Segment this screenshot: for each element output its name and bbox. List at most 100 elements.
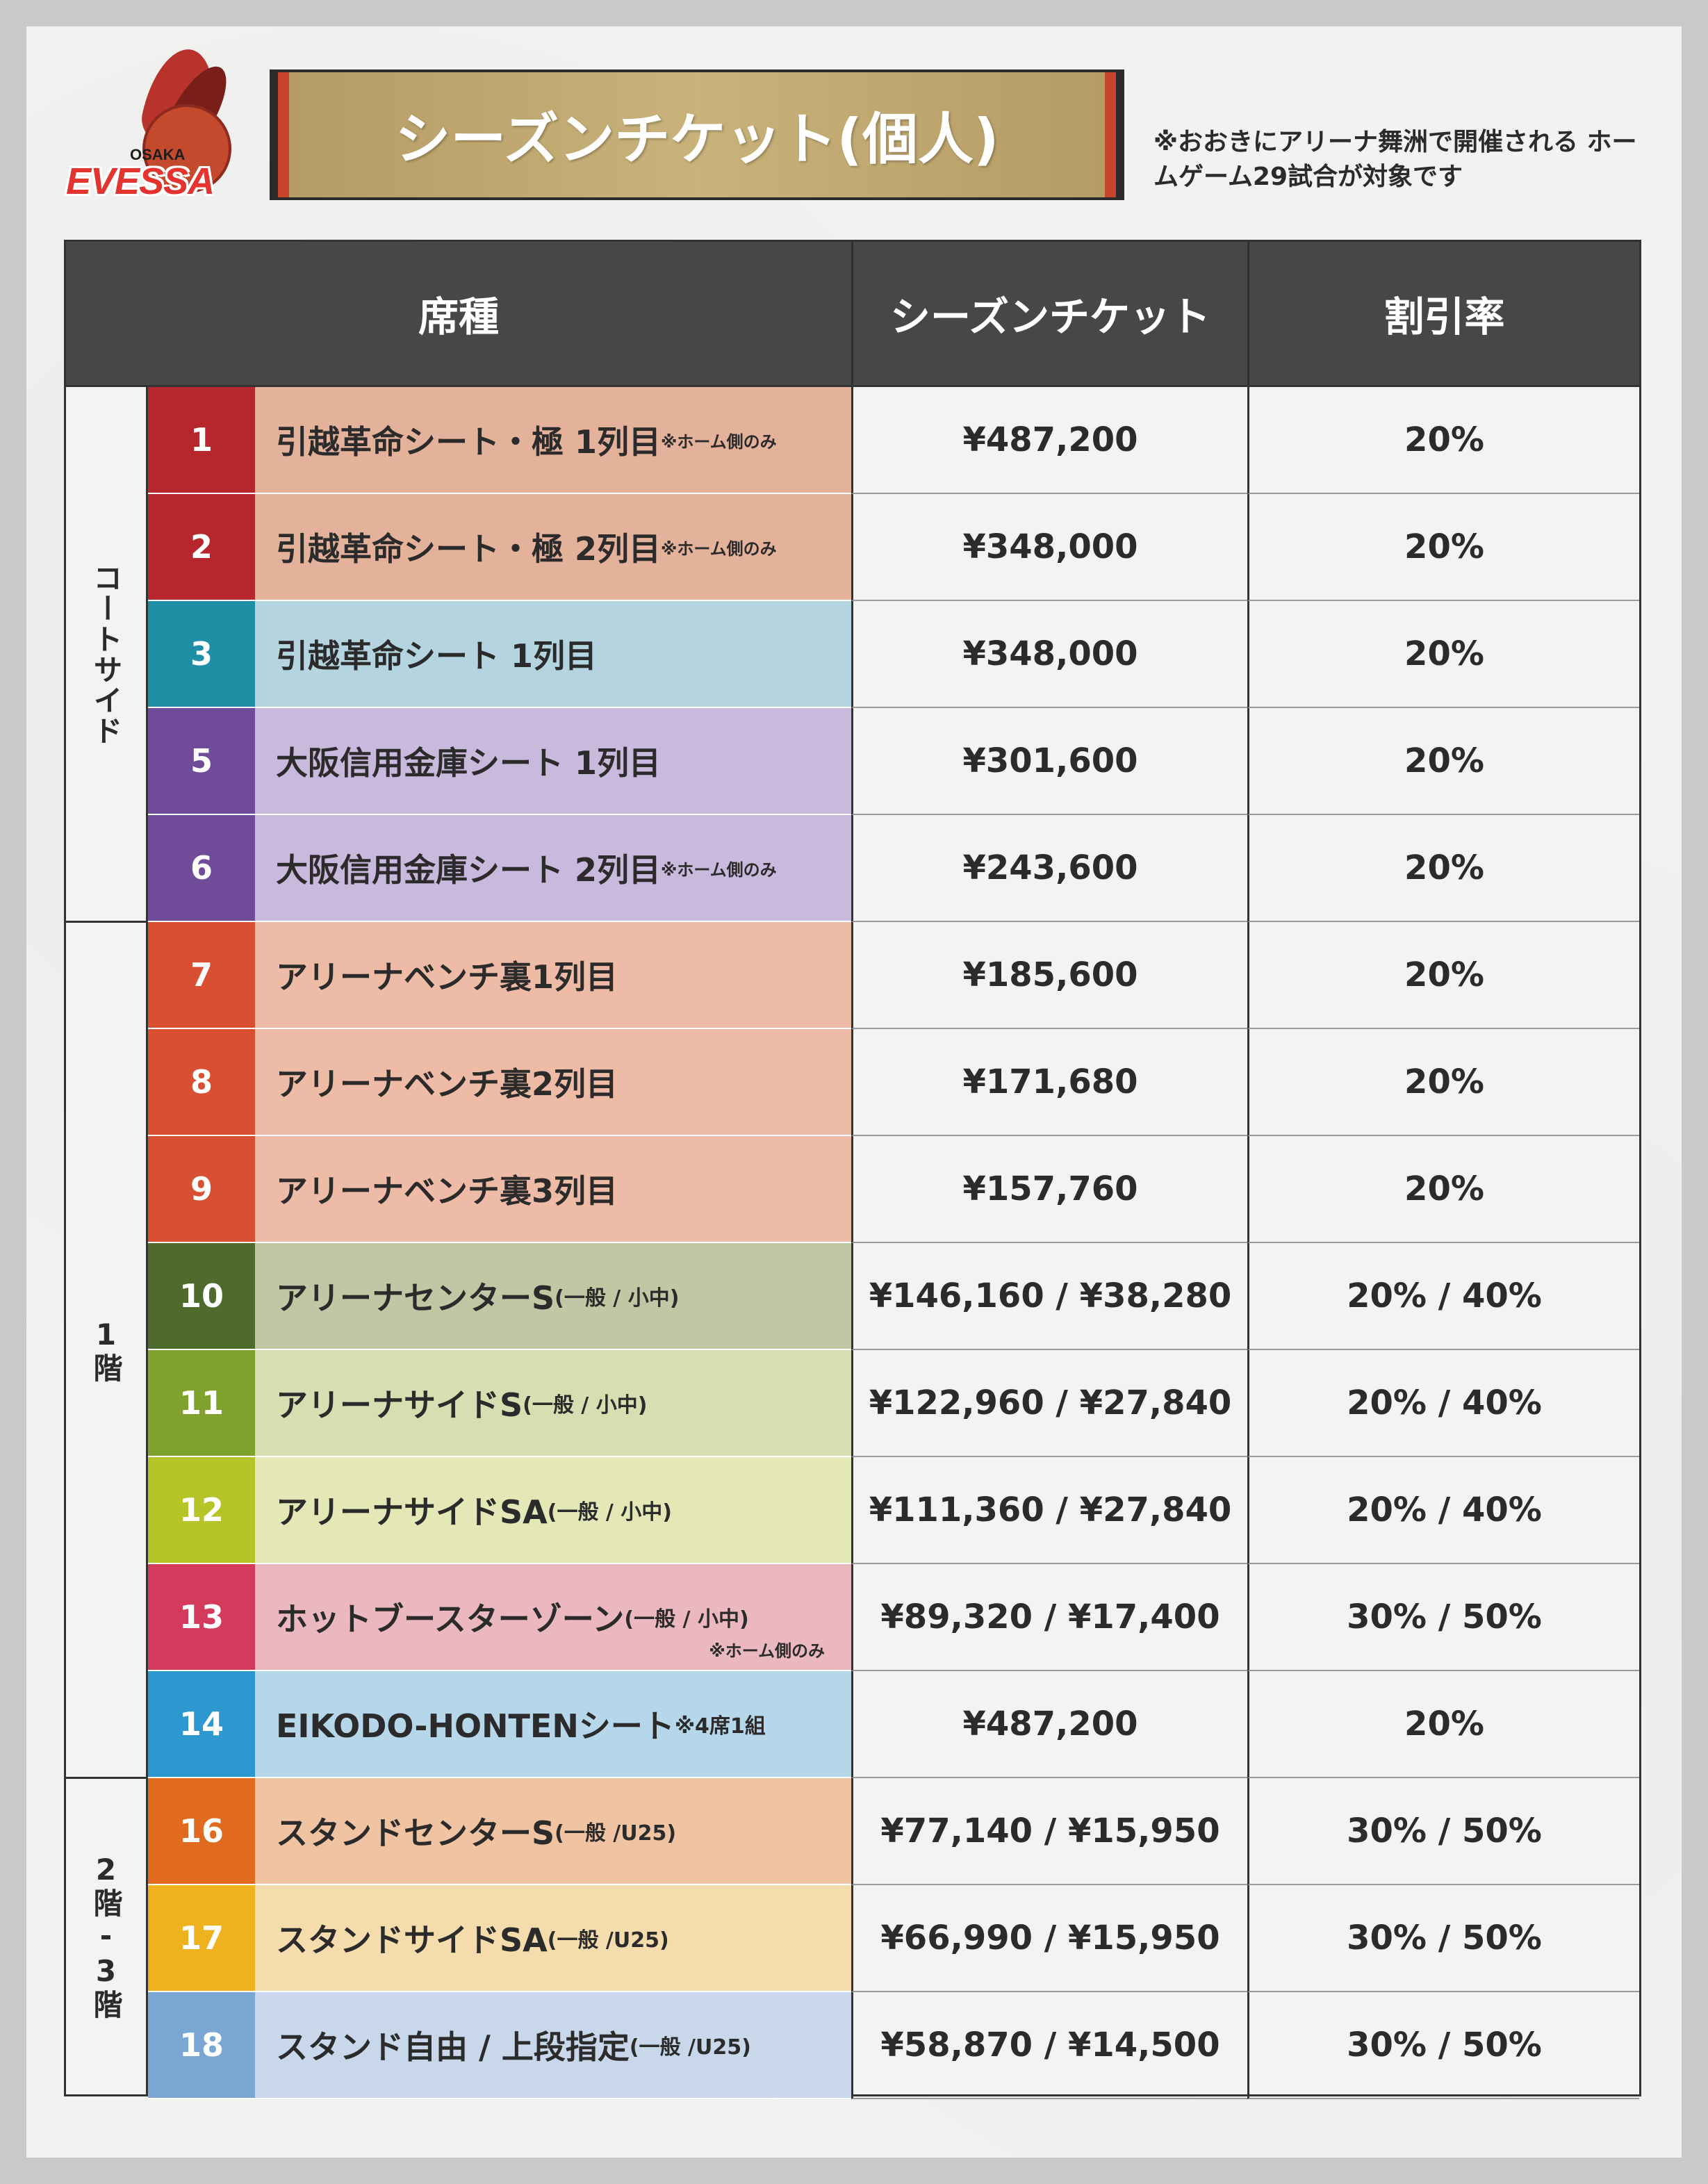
seat-number: 3 [148, 601, 255, 708]
season-price: ¥157,760 [851, 1136, 1247, 1243]
season-price: ¥66,990 / ¥15,950 [851, 1885, 1247, 1992]
discount-rate: 30% / 50% [1247, 1885, 1639, 1992]
seat-suffix: ※4席1組 [674, 1714, 766, 1739]
season-price: ¥171,680 [851, 1029, 1247, 1136]
discount-rate: 20% / 40% [1247, 1350, 1639, 1457]
seat-note: ※ホーム側のみ [709, 1641, 825, 1661]
discount-rate: 20% [1247, 387, 1639, 494]
seat-name: アリーナサイドSA (一般 / 小中) [255, 1457, 851, 1564]
table-row: 3 引越革命シート 1列目 ¥348,000 20% [66, 601, 1639, 708]
table-row: 10 アリーナセンターS (一般 / 小中) ¥146,160 / ¥38,280 20… [66, 1243, 1639, 1350]
season-price: ¥185,600 [851, 922, 1247, 1029]
season-price: ¥487,200 [851, 1671, 1247, 1778]
table-row: 11 アリーナサイドS (一般 / 小中) ¥122,960 / ¥27,840 20%… [66, 1350, 1639, 1457]
seat-suffix: (一般 / 小中) [624, 1607, 749, 1632]
logo-word: EVESSA [66, 161, 215, 202]
seat-number: 13 [148, 1564, 255, 1671]
discount-rate: 30% / 50% [1247, 1992, 1639, 2099]
table-row: 18 スタンド自由 / 上段指定 (一般 /U25) ¥58,870 / ¥14,50… [66, 1992, 1639, 2099]
logo-sub: OSAKA [130, 146, 186, 163]
seat-name: アリーナベンチ裏1列目 [255, 922, 851, 1029]
seat-suffix: ※ホーム側のみ [661, 539, 777, 559]
table-row: 17 スタンドサイドSA (一般 /U25) ¥66,990 / ¥15,950 30%… [66, 1885, 1639, 1992]
seat-name: EIKODO-HONTENシート ※4席1組 [255, 1671, 851, 1778]
table-row: 12 アリーナサイドSA (一般 / 小中) ¥111,360 / ¥27,840 20… [66, 1457, 1639, 1564]
seat-number: 5 [148, 708, 255, 815]
evessa-logo: OSAKA EVESSA [66, 42, 239, 208]
table-row: 14 EIKODO-HONTENシート ※4席1組 ¥487,200 20% [66, 1671, 1639, 1778]
seat-name: アリーナベンチ裏2列目 [255, 1029, 851, 1136]
discount-rate: 20% / 40% [1247, 1457, 1639, 1564]
season-price: ¥77,140 / ¥15,950 [851, 1778, 1247, 1885]
seat-name: 引越革命シート・極 2列目 ※ホーム側のみ [255, 494, 851, 601]
seat-suffix: ※ホーム側のみ [661, 432, 777, 452]
seat-number: 10 [148, 1243, 255, 1350]
seat-number: 8 [148, 1029, 255, 1136]
discount-rate: 20% / 40% [1247, 1243, 1639, 1350]
basketball-icon [142, 104, 231, 193]
seat-name: アリーナサイドS (一般 / 小中) [255, 1350, 851, 1457]
seat-number: 7 [148, 922, 255, 1029]
seat-number: 16 [148, 1778, 255, 1885]
season-price: ¥146,160 / ¥38,280 [851, 1243, 1247, 1350]
seat-suffix: (一般 / 小中) [523, 1393, 648, 1418]
seat-name: アリーナベンチ裏3列目 [255, 1136, 851, 1243]
seat-name: スタンド自由 / 上段指定 (一般 /U25) [255, 1992, 851, 2099]
seat-suffix: (一般 /U25) [547, 1928, 669, 1953]
seat-number: 9 [148, 1136, 255, 1243]
seat-number: 17 [148, 1885, 255, 1992]
discount-rate: 20% [1247, 922, 1639, 1029]
discount-rate: 20% [1247, 815, 1639, 922]
table-row: 6 大阪信用金庫シート 2列目 ※ホーム側のみ ¥243,600 20% [66, 815, 1639, 922]
discount-rate: 20% [1247, 494, 1639, 601]
header-seat: 席種 [418, 293, 499, 340]
seat-number: 6 [148, 815, 255, 922]
seat-name: 大阪信用金庫シート 1列目 [255, 708, 851, 815]
seat-suffix: (一般 / 小中) [547, 1500, 673, 1525]
group-1f: 1階 [66, 922, 148, 1778]
season-price: ¥301,600 [851, 708, 1247, 815]
table-row: 2 引越革命シート・極 2列目 ※ホーム側のみ ¥348,000 20% [66, 494, 1639, 601]
seat-number: 12 [148, 1457, 255, 1564]
seat-number: 14 [148, 1671, 255, 1778]
seat-suffix: (一般 / 小中) [555, 1286, 680, 1311]
season-price: ¥58,870 / ¥14,500 [851, 1992, 1247, 2099]
seat-name: スタンドサイドSA (一般 /U25) [255, 1885, 851, 1992]
page-title: シーズンチケット(個人) [395, 107, 999, 172]
seat-suffix: ※ホーム側のみ [661, 860, 777, 880]
discount-rate: 20% [1247, 1136, 1639, 1243]
table-row: 5 大阪信用金庫シート 1列目 ¥301,600 20% [66, 708, 1639, 815]
seat-suffix: (一般 /U25) [629, 2035, 751, 2060]
target-note: ※おおきにアリーナ舞洲で開催される ホームゲーム29試合が対象です [1153, 128, 1637, 191]
discount-rate: 20% [1247, 601, 1639, 708]
season-price: ¥89,320 / ¥17,400 [851, 1564, 1247, 1671]
table-header: 席種 シーズンチケット 割引率 [64, 240, 1641, 387]
header-season: シーズンチケット [889, 293, 1211, 340]
seat-name: 引越革命シート・極 1列目 ※ホーム側のみ [255, 387, 851, 494]
seat-suffix: (一般 /U25) [555, 1821, 677, 1846]
table-row: 16 スタンドセンターS (一般 /U25) ¥77,140 / ¥15,950 30%… [66, 1778, 1639, 1885]
table-row: 7 アリーナベンチ裏1列目 ¥185,600 20% [66, 922, 1639, 1029]
season-price: ¥348,000 [851, 601, 1247, 708]
season-price: ¥348,000 [851, 494, 1247, 601]
discount-rate: 20% [1247, 708, 1639, 815]
title-banner: シーズンチケット(個人) [270, 69, 1124, 200]
season-price: ¥487,200 [851, 387, 1247, 494]
discount-rate: 30% / 50% [1247, 1564, 1639, 1671]
seat-number: 11 [148, 1350, 255, 1457]
table-row: 8 アリーナベンチ裏2列目 ¥171,680 20% [66, 1029, 1639, 1136]
discount-rate: 20% [1247, 1671, 1639, 1778]
table-body: コートサイド 1階 2階-3階 1 引越革命シート・極 1列目 ※ホーム側のみ ¥48… [64, 387, 1641, 2099]
table-row: 1 引越革命シート・極 1列目 ※ホーム側のみ ¥487,200 20% [66, 387, 1639, 494]
group-2f-3f: 2階-3階 [66, 1778, 148, 2094]
header-discount: 割引率 [1383, 293, 1505, 340]
discount-rate: 20% [1247, 1029, 1639, 1136]
seat-number: 2 [148, 494, 255, 601]
table-row: 9 アリーナベンチ裏3列目 ¥157,760 20% [66, 1136, 1639, 1243]
seat-name: 大阪信用金庫シート 2列目 ※ホーム側のみ [255, 815, 851, 922]
seat-name: ホットブースターゾーン (一般 / 小中) ※ホーム側のみ [255, 1564, 851, 1671]
seat-name: スタンドセンターS (一般 /U25) [255, 1778, 851, 1885]
seat-number: 1 [148, 387, 255, 494]
season-price: ¥122,960 / ¥27,840 [851, 1350, 1247, 1457]
seat-number: 18 [148, 1992, 255, 2099]
